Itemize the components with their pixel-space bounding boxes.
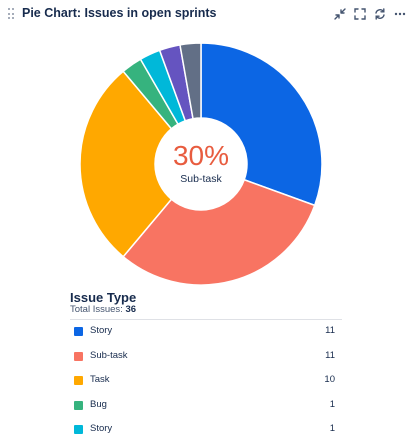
legend-count: 1: [329, 423, 335, 434]
legend-divider: [70, 319, 342, 320]
more-icon: [394, 12, 406, 16]
collapse-icon: [334, 8, 346, 20]
legend-count: 11: [325, 349, 335, 361]
legend-row-task[interactable]: Task 10: [70, 369, 342, 394]
gadget-title: Pie Chart: Issues in open sprints: [22, 6, 217, 20]
legend-total-label: Total Issues:: [70, 304, 123, 315]
gadget-header: Pie Chart: Issues in open sprints: [0, 0, 416, 28]
legend-row-story-2[interactable]: Story 1: [70, 418, 342, 443]
center-percentage: 30%: [172, 140, 230, 171]
legend-title: Issue Type: [70, 290, 137, 305]
fullscreen-icon: [354, 8, 366, 20]
legend-row-story[interactable]: Story 11: [70, 320, 342, 345]
pie-slice-task-2[interactable]: [80, 70, 173, 258]
legend-total-value: 36: [125, 304, 137, 315]
more-button[interactable]: [390, 4, 410, 24]
legend-row-bug[interactable]: Bug 1: [70, 394, 342, 419]
legend-count: 11: [325, 325, 335, 336]
refresh-icon: [375, 8, 385, 20]
legend-swatch: [74, 327, 83, 336]
legend-count: 1: [329, 398, 335, 410]
legend-swatch: [74, 351, 83, 361]
pie-slice-story-0[interactable]: [200, 43, 322, 207]
legend-total: Total Issues: 36: [70, 304, 136, 315]
refresh-button[interactable]: [370, 4, 390, 24]
pie-slice-other-6[interactable]: [179, 43, 202, 120]
legend-count: 10: [324, 374, 335, 385]
drag-handle-icon[interactable]: [8, 8, 14, 20]
legend-row-sub-task[interactable]: Sub-task 11: [70, 345, 342, 370]
legend-swatch: [74, 425, 83, 434]
fullscreen-button[interactable]: [350, 4, 370, 24]
pie-slice-sub-task-1[interactable]: [122, 178, 316, 285]
center-label: Sub-task: [180, 173, 222, 185]
gadget-toolbar: [330, 4, 410, 24]
pie-chart-svg: [80, 43, 322, 285]
pie-chart: 30% Sub-task: [80, 43, 322, 285]
legend-swatch: [74, 400, 83, 410]
legend-name: Bug: [90, 398, 107, 410]
collapse-button[interactable]: [330, 4, 350, 24]
legend-name: Story: [90, 423, 113, 434]
legend-swatch: [74, 376, 83, 385]
legend-name: Task: [90, 374, 110, 385]
legend-name: Sub-task: [90, 349, 128, 361]
legend-name: Story: [90, 325, 113, 336]
legend-list: Story 11 Sub-task 11 Task 10 Bug 1 Story…: [70, 320, 342, 443]
